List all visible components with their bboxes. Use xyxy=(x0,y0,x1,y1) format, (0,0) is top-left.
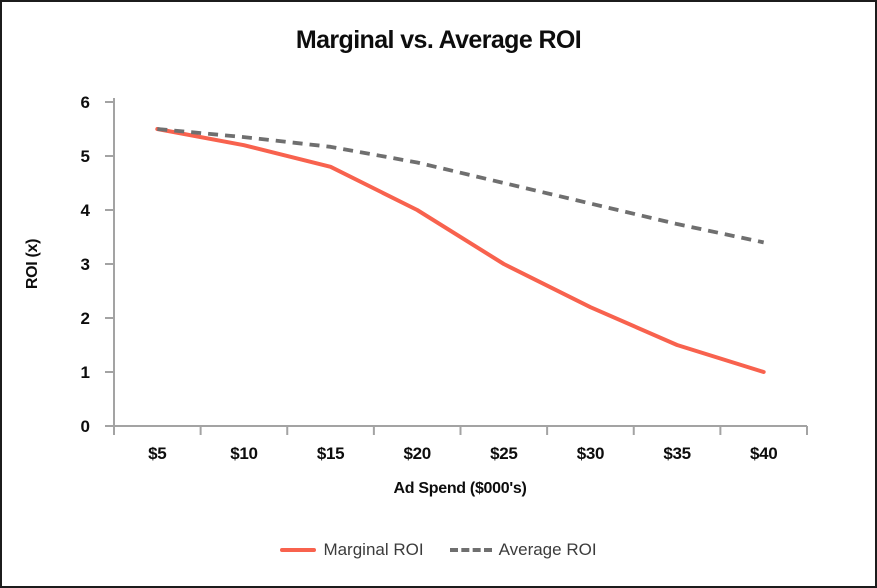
x-tick-label: $40 xyxy=(750,444,777,463)
legend: Marginal ROI Average ROI xyxy=(2,540,875,560)
chart-title: Marginal vs. Average ROI xyxy=(295,26,582,54)
x-tick-label: $10 xyxy=(230,444,257,463)
y-tick-label: 5 xyxy=(81,147,90,166)
legend-item-marginal-roi: Marginal ROI xyxy=(280,540,424,560)
x-tick-label: $15 xyxy=(317,444,344,463)
x-tick-label: $35 xyxy=(663,444,690,463)
series-line-average-roi xyxy=(157,127,765,245)
y-tick-label: 4 xyxy=(81,201,91,220)
y-tick-label: 6 xyxy=(81,93,90,112)
x-tick-label: $25 xyxy=(490,444,517,463)
y-tick-label: 1 xyxy=(81,363,90,382)
x-tick-label: $20 xyxy=(403,444,430,463)
x-tick-label: $5 xyxy=(148,444,166,463)
x-tick-label: $30 xyxy=(577,444,604,463)
legend-label-average-roi: Average ROI xyxy=(498,540,597,559)
x-axis-title: Ad Spend ($000's) xyxy=(393,480,527,497)
dashed-line-swatch-icon xyxy=(449,548,492,552)
solid-line-swatch-icon xyxy=(280,548,317,552)
legend-label-marginal-roi: Marginal ROI xyxy=(323,540,424,559)
series-line-marginal-roi xyxy=(155,127,766,374)
y-tick-label: 0 xyxy=(81,417,90,436)
y-tick-label: 3 xyxy=(81,255,90,274)
y-tick-label: 2 xyxy=(81,309,90,328)
legend-item-average-roi: Average ROI xyxy=(449,540,597,560)
y-axis-title: ROI (x) xyxy=(24,238,41,290)
